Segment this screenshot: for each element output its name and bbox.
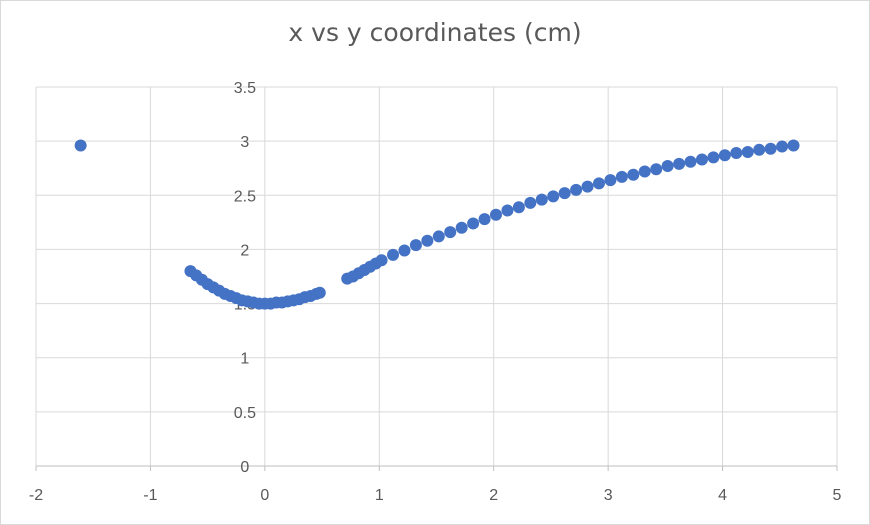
data-point: [467, 217, 480, 230]
data-point: [741, 145, 754, 158]
data-point: [547, 190, 560, 203]
data-point: [718, 149, 731, 162]
data-point: [570, 183, 583, 196]
x-tick-label: -2: [29, 487, 43, 504]
data-point: [375, 254, 388, 267]
y-tick-label: 3: [240, 134, 249, 151]
data-point: [490, 208, 503, 221]
data-point: [592, 177, 605, 190]
chart-title: x vs y coordinates (cm): [288, 18, 582, 47]
vertical-gridlines: [35, 87, 838, 466]
x-tick-label: 1: [375, 487, 384, 504]
y-tick-label: 0.5: [234, 405, 256, 422]
data-point: [535, 193, 548, 206]
data-point: [512, 201, 525, 214]
data-point: [444, 226, 457, 239]
data-point: [409, 239, 422, 252]
data-point: [604, 174, 617, 187]
data-points: [74, 139, 800, 310]
data-point: [558, 187, 571, 200]
data-point: [478, 213, 491, 226]
x-tick-label: 4: [718, 487, 727, 504]
data-point: [776, 140, 789, 153]
y-tick-label: 2: [240, 242, 249, 259]
y-tick-label: 1: [240, 351, 249, 368]
data-point: [787, 139, 800, 152]
data-point: [421, 234, 434, 247]
data-point: [501, 204, 514, 217]
data-point: [684, 155, 697, 168]
y-tick-label: 3.5: [234, 80, 256, 97]
data-point: [650, 163, 663, 176]
data-point: [398, 244, 411, 257]
x-tick-label: 3: [604, 487, 613, 504]
data-point: [313, 286, 326, 299]
x-tick-labels: -2 -1 0 1 2 3 4 5: [29, 487, 842, 504]
data-point: [638, 165, 651, 178]
x-tick-label: 0: [260, 487, 269, 504]
axes: [35, 465, 838, 471]
data-point: [581, 180, 594, 193]
data-point: [730, 147, 743, 160]
data-point: [695, 153, 708, 166]
y-tick-labels: 00.511.522.533.5: [234, 80, 256, 476]
data-point: [455, 221, 468, 234]
x-tick-label: -1: [143, 487, 157, 504]
y-tick-label: 0: [240, 459, 249, 476]
data-point: [627, 168, 640, 181]
data-point: [661, 160, 674, 173]
data-point: [387, 248, 400, 261]
horizontal-gridlines: [36, 86, 837, 413]
data-point: [524, 196, 537, 209]
data-point: [673, 157, 686, 170]
data-point: [432, 230, 445, 243]
x-tick-label: 5: [833, 487, 842, 504]
data-point: [707, 151, 720, 164]
data-point: [764, 142, 777, 155]
y-tick-label: 2.5: [234, 188, 256, 205]
data-point: [615, 170, 628, 183]
x-tick-label: 2: [489, 487, 498, 504]
data-point: [74, 139, 87, 152]
data-point: [753, 143, 766, 156]
